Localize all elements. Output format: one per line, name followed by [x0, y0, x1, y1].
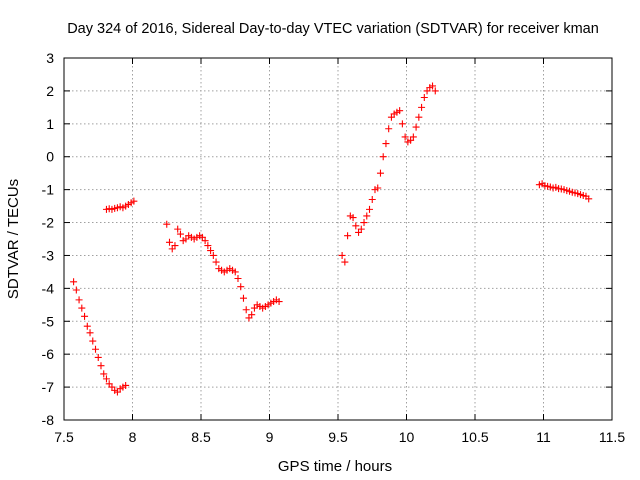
- y-tick-label: 3: [46, 50, 54, 66]
- data-points: [70, 82, 593, 396]
- data-point: [409, 133, 417, 141]
- y-axis-label: SDTVAR / TECUs: [5, 179, 22, 299]
- data-point: [401, 133, 409, 141]
- series-segment-4: [338, 82, 439, 266]
- y-tick-label: -7: [42, 379, 55, 395]
- x-tick-label: 9.5: [328, 429, 348, 445]
- data-point: [234, 274, 242, 282]
- data-point: [385, 125, 393, 133]
- x-axis-label: GPS time / hours: [278, 458, 392, 475]
- data-point: [204, 242, 212, 250]
- grid-lines: [64, 58, 612, 420]
- data-point: [239, 294, 247, 302]
- chart-title: Day 324 of 2016, Sidereal Day-to-day VTE…: [67, 21, 599, 37]
- data-point: [92, 345, 100, 353]
- data-point: [102, 375, 110, 383]
- data-point: [207, 247, 215, 255]
- x-tick-labels: 7.5 8 8.5 9 9.5 10 10.5 11 11.5: [54, 429, 625, 445]
- data-point: [174, 225, 182, 233]
- data-point: [338, 251, 346, 259]
- data-point: [366, 205, 374, 213]
- data-point: [431, 87, 439, 95]
- data-point: [97, 362, 105, 370]
- data-point: [89, 337, 97, 345]
- y-tick-label: -2: [42, 215, 55, 231]
- x-tick-label: 11.5: [599, 429, 625, 445]
- y-tick-label: -3: [42, 247, 55, 263]
- x-tick-label: 8.5: [191, 429, 211, 445]
- data-point: [201, 237, 209, 245]
- x-tick-label: 7.5: [54, 429, 74, 445]
- data-point: [176, 230, 184, 238]
- data-point: [130, 197, 138, 205]
- data-point: [360, 219, 368, 227]
- data-point: [86, 329, 94, 337]
- data-point: [100, 370, 108, 378]
- x-tick-label: 9: [266, 429, 274, 445]
- data-point: [357, 225, 365, 233]
- data-point: [75, 296, 83, 304]
- data-point: [94, 353, 102, 361]
- data-point: [209, 251, 217, 259]
- series-segment-5: [535, 180, 593, 203]
- y-tick-label: 0: [46, 149, 54, 165]
- data-point: [242, 306, 250, 314]
- y-tick-label: -8: [42, 412, 55, 428]
- data-point: [585, 195, 593, 203]
- data-point: [412, 123, 420, 131]
- data-point: [415, 113, 423, 121]
- data-point: [349, 214, 357, 222]
- data-point: [352, 222, 360, 230]
- series-segment-3: [163, 220, 283, 322]
- series-segment-2: [102, 197, 138, 213]
- data-point: [231, 268, 239, 276]
- y-tick-label: 2: [46, 83, 54, 99]
- data-point: [237, 283, 245, 291]
- x-tick-label: 11: [536, 429, 551, 445]
- x-tick-label: 10: [399, 429, 415, 445]
- x-tick-label: 10.5: [461, 429, 488, 445]
- data-point: [429, 82, 437, 90]
- data-point: [420, 93, 428, 101]
- data-point: [212, 258, 220, 266]
- y-tick-label: -4: [42, 280, 55, 296]
- series-segment-1: [70, 278, 130, 396]
- y-tick-label: -5: [42, 313, 55, 329]
- data-point: [379, 153, 387, 161]
- y-tick-label: -6: [42, 346, 55, 362]
- data-point: [341, 258, 349, 266]
- data-point: [171, 242, 179, 250]
- data-point: [78, 304, 86, 312]
- data-point: [418, 103, 426, 111]
- data-point: [344, 232, 352, 240]
- data-point: [368, 196, 376, 204]
- data-point: [398, 120, 406, 128]
- data-point: [396, 107, 404, 115]
- y-tick-labels: -8 -7 -6 -5 -4 -3 -2 -1 0 1 2 3: [42, 50, 55, 428]
- data-point: [163, 220, 171, 228]
- data-point: [72, 286, 80, 294]
- data-point: [165, 238, 173, 246]
- data-point: [81, 312, 89, 320]
- data-point: [83, 322, 91, 330]
- data-point: [363, 212, 371, 220]
- data-point: [122, 381, 130, 389]
- data-point: [70, 278, 78, 286]
- data-point: [376, 169, 384, 177]
- data-point: [248, 311, 256, 319]
- y-tick-label: 1: [46, 116, 54, 132]
- data-point: [374, 184, 382, 192]
- x-tick-label: 8: [129, 429, 137, 445]
- axis-ticks: [63, 57, 613, 421]
- y-tick-label: -1: [42, 182, 55, 198]
- data-point: [275, 298, 283, 306]
- data-point: [382, 140, 390, 148]
